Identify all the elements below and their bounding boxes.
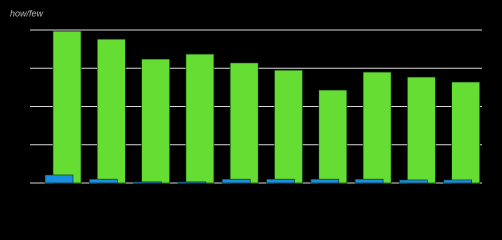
bar [362,71,392,184]
bar [97,38,126,184]
bar [443,179,473,184]
bar [89,178,118,184]
bar [44,174,74,184]
bar [185,53,215,184]
bar [52,30,82,184]
bar [177,181,207,184]
bar [274,69,303,184]
chart-title: how/few [10,8,44,18]
bar [354,178,384,184]
bar [141,58,170,184]
bar [399,179,428,184]
bar [310,178,340,184]
bar [133,181,162,184]
bar [407,76,436,184]
page: {"chart_data": {"type": "bar", "title": … [10,8,482,184]
bar [229,62,259,184]
chart: how/few [10,8,482,184]
bar [318,89,348,184]
bar [451,81,481,184]
bar [266,178,295,184]
bar [221,178,251,184]
